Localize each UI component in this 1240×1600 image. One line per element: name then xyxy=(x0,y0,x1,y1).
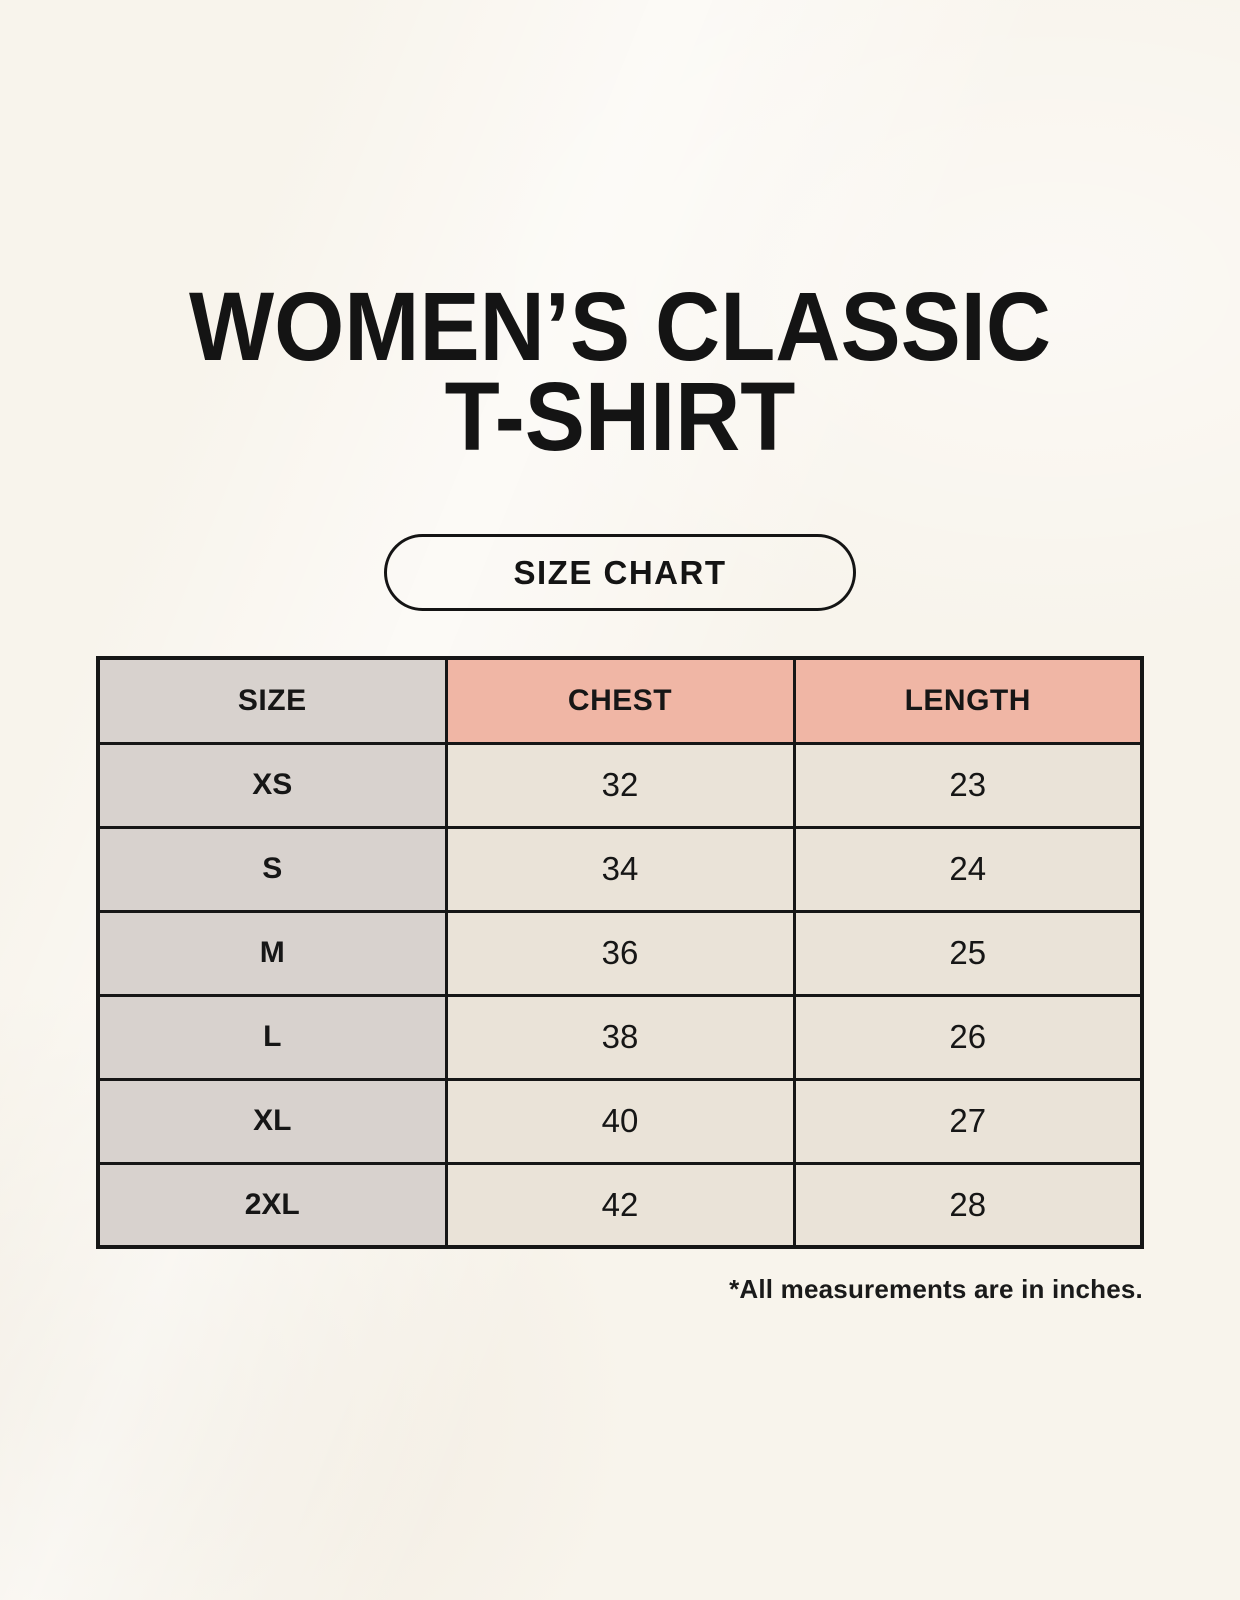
table-row: XL 40 27 xyxy=(96,1077,1144,1165)
footnote: *All measurements are in inches. xyxy=(729,1274,1143,1304)
column-header-chest: CHEST xyxy=(444,656,796,745)
table-header-row: SIZE CHEST LENGTH xyxy=(96,656,1144,745)
chest-cell: 40 xyxy=(444,1077,796,1165)
table-row: S 34 24 xyxy=(96,825,1144,913)
chest-cell: 34 xyxy=(444,825,796,913)
column-header-size: SIZE xyxy=(96,656,448,745)
size-cell: XL xyxy=(96,1077,448,1165)
chest-cell: 36 xyxy=(444,909,796,997)
length-cell: 25 xyxy=(792,909,1144,997)
page-title: WOMEN’S CLASSIC T-SHIRT xyxy=(43,272,1196,472)
table-row: 2XL 42 28 xyxy=(96,1161,1144,1249)
size-cell: XS xyxy=(96,741,448,829)
size-cell: S xyxy=(96,825,448,913)
length-cell: 26 xyxy=(792,993,1144,1081)
size-cell: M xyxy=(96,909,448,997)
size-chart-badge-label: SIZE CHART xyxy=(513,553,727,591)
chest-cell: 38 xyxy=(444,993,796,1081)
table-row: L 38 26 xyxy=(96,993,1144,1081)
column-header-length: LENGTH xyxy=(792,656,1144,745)
chest-cell: 42 xyxy=(444,1161,796,1249)
size-cell: L xyxy=(96,993,448,1081)
title-line-2: T-SHIRT xyxy=(444,362,796,472)
length-cell: 27 xyxy=(792,1077,1144,1165)
size-table: SIZE CHEST LENGTH XS 32 23 S 34 24 M 36 … xyxy=(96,656,1144,1249)
size-cell: 2XL xyxy=(96,1161,448,1249)
size-chart-badge: SIZE CHART xyxy=(384,534,856,611)
table-row: M 36 25 xyxy=(96,909,1144,997)
table-row: XS 32 23 xyxy=(96,741,1144,829)
title-line-1: WOMEN’S CLASSIC xyxy=(188,272,1052,381)
length-cell: 24 xyxy=(792,825,1144,913)
chest-cell: 32 xyxy=(444,741,796,829)
length-cell: 23 xyxy=(792,741,1144,829)
length-cell: 28 xyxy=(792,1161,1144,1249)
